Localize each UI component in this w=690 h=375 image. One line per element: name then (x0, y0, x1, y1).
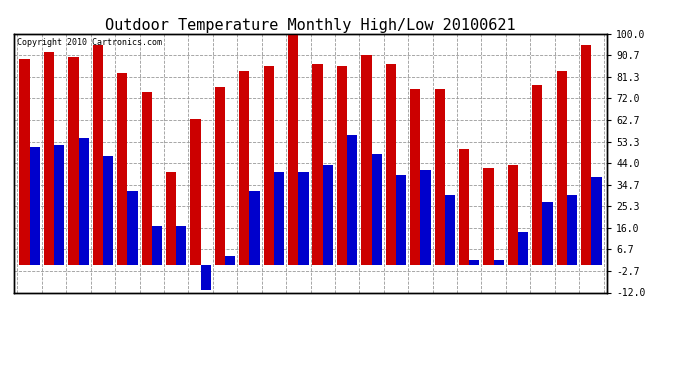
Bar (484, 168, 493, 265)
Bar (92, 45, 103, 265)
Bar (298, 172, 308, 265)
Bar (239, 71, 250, 265)
Bar (508, 165, 518, 265)
Bar (68, 57, 79, 265)
Bar (396, 175, 406, 265)
Bar (567, 195, 577, 265)
Bar (128, 191, 137, 265)
Bar (313, 64, 323, 265)
Bar (557, 71, 567, 265)
Bar (201, 265, 211, 290)
Bar (469, 260, 480, 265)
Bar (386, 64, 396, 265)
Bar (518, 232, 529, 265)
Bar (176, 225, 186, 265)
Bar (288, 32, 298, 265)
Bar (542, 202, 553, 265)
Bar (435, 89, 445, 265)
Bar (410, 89, 420, 265)
Bar (152, 225, 162, 265)
Bar (44, 52, 54, 265)
Bar (493, 260, 504, 265)
Bar (225, 255, 235, 265)
Bar (103, 156, 113, 265)
Bar (362, 54, 371, 265)
Bar (323, 165, 333, 265)
Bar (445, 195, 455, 265)
Bar (459, 149, 469, 265)
Bar (250, 191, 259, 265)
Bar (215, 87, 225, 265)
Bar (166, 172, 176, 265)
Title: Outdoor Temperature Monthly High/Low 20100621: Outdoor Temperature Monthly High/Low 201… (105, 18, 516, 33)
Bar (264, 66, 274, 265)
Bar (117, 73, 128, 265)
Bar (337, 66, 347, 265)
Bar (274, 172, 284, 265)
Bar (79, 138, 89, 265)
Bar (30, 147, 40, 265)
Text: Copyright 2010 Cartronics.com: Copyright 2010 Cartronics.com (17, 38, 161, 46)
Bar (581, 45, 591, 265)
Bar (532, 85, 542, 265)
Bar (347, 135, 357, 265)
Bar (371, 154, 382, 265)
Bar (190, 119, 201, 265)
Bar (19, 59, 30, 265)
Bar (591, 177, 602, 265)
Bar (54, 145, 64, 265)
Bar (420, 170, 431, 265)
Bar (141, 92, 152, 265)
